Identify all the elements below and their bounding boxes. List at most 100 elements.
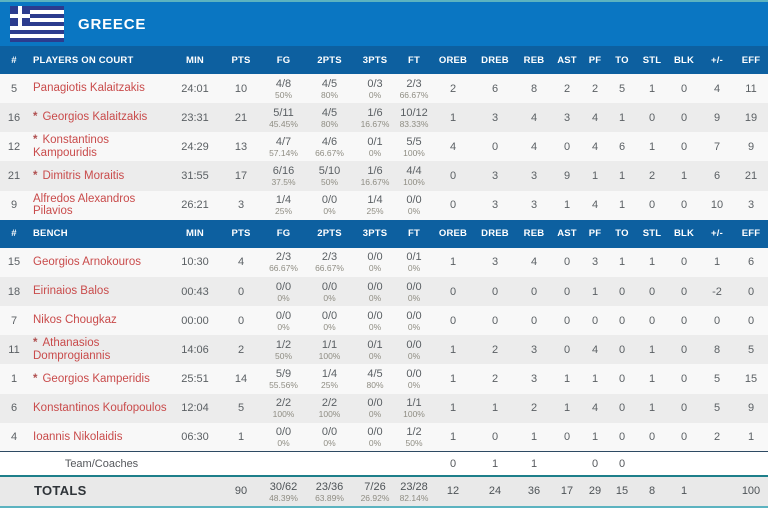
3pts-made-attempted: 0/3 bbox=[367, 77, 383, 90]
player-row: 9 Alfredos Alexandros Pilavios 26:21 3 1/4 25… bbox=[0, 190, 768, 220]
ft-percentage: 50% bbox=[405, 438, 423, 448]
stat-2pts: 1/4 25% bbox=[305, 364, 354, 394]
stat-to: 5 bbox=[608, 74, 636, 104]
2pts-percentage: 80% bbox=[320, 89, 338, 100]
stat-ast: 1 bbox=[552, 190, 582, 220]
stat-ast: 0 bbox=[552, 132, 582, 162]
stat-stl bbox=[636, 451, 668, 476]
ft-percentage: 0% bbox=[407, 292, 421, 303]
stat-pts: 13 bbox=[220, 132, 262, 162]
stat-dreb: 3 bbox=[474, 190, 516, 220]
stat-player-number: 6 bbox=[0, 393, 28, 423]
stat-to: 0 bbox=[608, 422, 636, 452]
stat-player-number: 4 bbox=[0, 422, 28, 452]
stat-3pts: 1/6 16.67% bbox=[354, 161, 396, 191]
stat-stl: 2 bbox=[636, 161, 668, 191]
fg-made-attempted: 0/0 bbox=[275, 280, 292, 293]
stat-player-number: 12 bbox=[0, 132, 28, 162]
stat-3pts: 0/0 0% bbox=[354, 276, 396, 307]
stat-eff: 9 bbox=[734, 393, 768, 423]
stat-pf: 4 bbox=[582, 132, 608, 162]
player-name-link[interactable]: Konstantinos Koufopoulos bbox=[28, 393, 170, 423]
stat-pts: 10 bbox=[220, 74, 262, 104]
stat-3pts: 0/0 0% bbox=[354, 393, 396, 423]
stat-pf: 3 bbox=[582, 247, 608, 277]
3pts-percentage: 80% bbox=[366, 379, 384, 390]
stat-pts: 0 bbox=[220, 276, 262, 307]
fg-percentage: 55.56% bbox=[269, 379, 298, 390]
stat-fg: 1/2 50% bbox=[262, 335, 305, 365]
col-header-reb: REB bbox=[516, 46, 552, 74]
col-header-eff: EFF bbox=[734, 46, 768, 74]
stat-2pts: 4/5 80% bbox=[305, 74, 354, 104]
stat-dreb: 0 bbox=[474, 306, 516, 336]
fg-percentage: 50% bbox=[274, 350, 292, 361]
stat-3pts: 7/26 26.92% bbox=[354, 475, 396, 506]
stat-min: 06:30 bbox=[170, 422, 220, 452]
2pts-percentage: 0% bbox=[323, 438, 336, 448]
player-name-link[interactable]: Panagiotis Kalaitzakis bbox=[28, 74, 170, 104]
stat-to: 0 bbox=[608, 335, 636, 365]
3pts-made-attempted: 1/4 bbox=[367, 194, 383, 207]
player-name-link[interactable]: * Konstantinos Kampouridis bbox=[28, 132, 170, 162]
stat-oreb: 1 bbox=[432, 335, 474, 365]
ft-made-attempted: 0/0 bbox=[406, 338, 422, 351]
player-name-link[interactable]: Georgios Arnokouros bbox=[28, 247, 170, 277]
2pts-percentage: 50% bbox=[320, 176, 338, 187]
col-header-dreb: DREB bbox=[474, 46, 516, 74]
3pts-percentage: 0% bbox=[368, 409, 382, 420]
stat-blk: 0 bbox=[668, 422, 700, 452]
stat-dreb: 2 bbox=[474, 364, 516, 394]
starter-star-icon: * bbox=[33, 372, 38, 385]
stat-min: 31:55 bbox=[170, 161, 220, 191]
ft-percentage: 66.67% bbox=[399, 89, 429, 100]
player-name-link[interactable]: * Georgios Kalaitzakis bbox=[28, 103, 170, 133]
stat-3pts bbox=[354, 451, 396, 476]
stat-3pts: 4/5 80% bbox=[354, 364, 396, 394]
player-row: 21 * Dimitris Moraitis 31:55 17 6/16 37.5% 5/10… bbox=[0, 161, 768, 191]
player-name-link[interactable]: * Dimitris Moraitis bbox=[28, 161, 170, 191]
player-name-link[interactable]: Ioannis Nikolaidis bbox=[28, 422, 170, 452]
stat-ft: 0/0 0% bbox=[396, 335, 432, 365]
stat-oreb: 0 bbox=[432, 276, 474, 307]
2pts-made-attempted: 4/6 bbox=[321, 135, 338, 148]
2pts-percentage: 25% bbox=[320, 379, 338, 390]
stat-pm: 6 bbox=[700, 161, 734, 191]
stat-oreb: 0 bbox=[432, 190, 474, 220]
fg-percentage: 0% bbox=[277, 292, 290, 303]
stat-ft: 0/1 0% bbox=[396, 247, 432, 277]
stat-min bbox=[170, 475, 220, 506]
stat-3pts: 0/3 0% bbox=[354, 74, 396, 104]
2pts-percentage: 100% bbox=[318, 350, 341, 361]
ft-made-attempted: 0/0 bbox=[406, 280, 422, 293]
stat-to: 0 bbox=[608, 393, 636, 423]
stat-ast: 9 bbox=[552, 161, 582, 191]
2pts-made-attempted: 1/1 bbox=[321, 338, 338, 351]
ft-made-attempted: 1/1 bbox=[406, 397, 422, 410]
player-name: Nikos Chougkaz bbox=[33, 314, 117, 327]
stat-stl: 0 bbox=[636, 306, 668, 336]
fg-made-attempted: 2/2 bbox=[275, 397, 292, 410]
3pts-made-attempted: 0/1 bbox=[367, 135, 383, 148]
col-header-blk: BLK bbox=[668, 46, 700, 74]
player-name-link[interactable]: Eirinaios Balos bbox=[28, 276, 170, 307]
player-name-link[interactable]: * Georgios Kamperidis bbox=[28, 364, 170, 394]
fg-made-attempted: 1/2 bbox=[275, 338, 292, 351]
stat-reb: 36 bbox=[516, 475, 552, 506]
stat-3pts: 0/1 0% bbox=[354, 335, 396, 365]
2pts-made-attempted: 4/5 bbox=[321, 106, 338, 119]
player-name-link[interactable]: Nikos Chougkaz bbox=[28, 306, 170, 336]
stat-fg: 5/9 55.56% bbox=[262, 364, 305, 394]
stat-min: 00:43 bbox=[170, 276, 220, 307]
stat-blk: 0 bbox=[668, 306, 700, 336]
stat-pts: 21 bbox=[220, 103, 262, 133]
stat-pts: 90 bbox=[220, 475, 262, 506]
stat-min: 25:51 bbox=[170, 364, 220, 394]
stat-pm bbox=[700, 451, 734, 476]
player-name-link[interactable]: * Athanasios Domprogiannis bbox=[28, 335, 170, 365]
stat-stl: 1 bbox=[636, 132, 668, 162]
col-header-ast: AST bbox=[552, 219, 582, 248]
stat-stl: 1 bbox=[636, 335, 668, 365]
player-name-link[interactable]: Alfredos Alexandros Pilavios bbox=[28, 190, 170, 220]
col-header-ast: AST bbox=[552, 46, 582, 74]
